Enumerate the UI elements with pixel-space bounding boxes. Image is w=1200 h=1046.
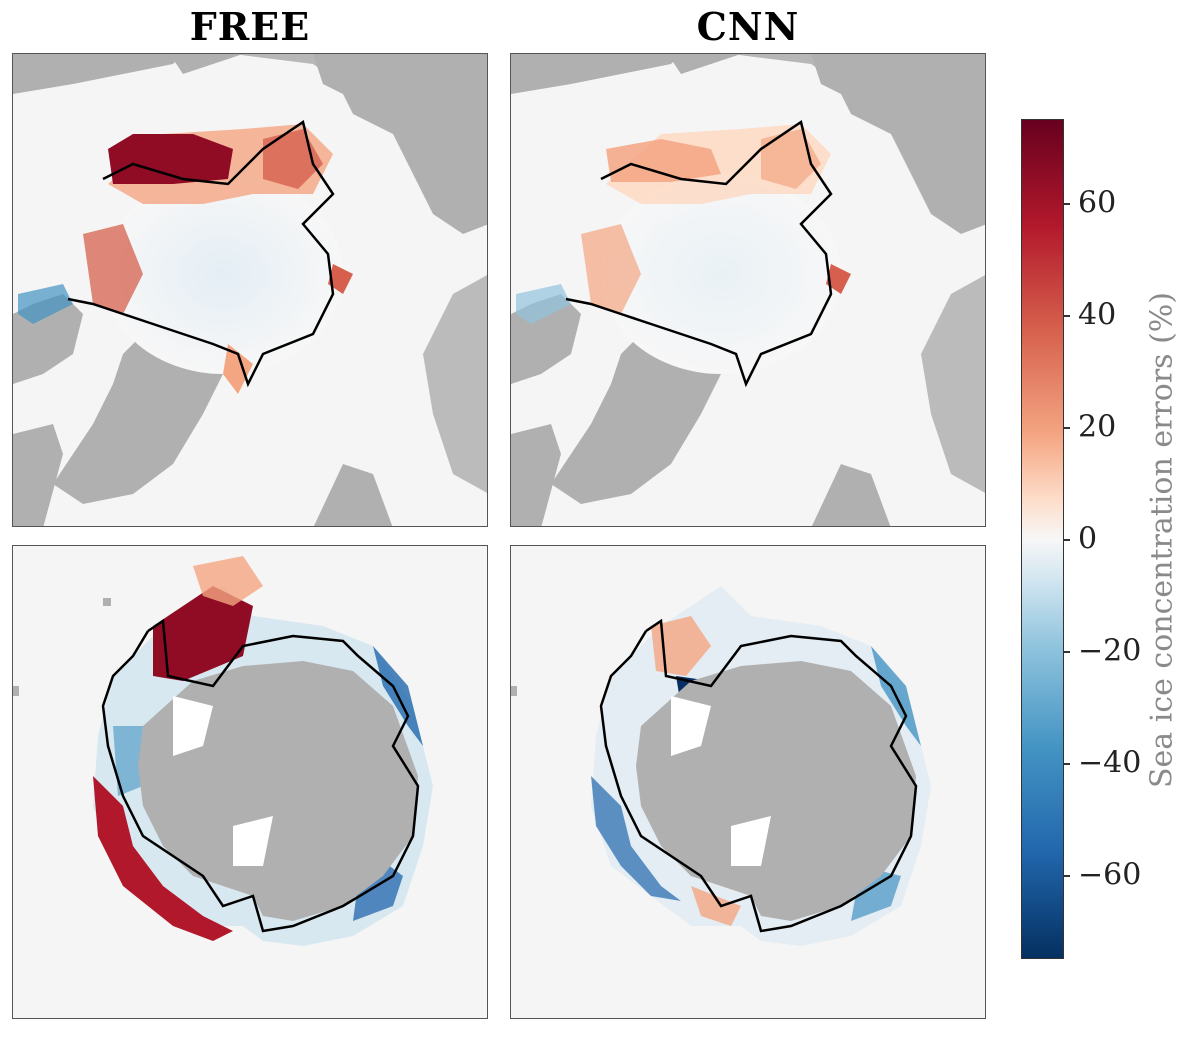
colorbar-gradient — [1022, 120, 1063, 958]
colorbar-tick-label: −60 — [1078, 857, 1142, 893]
colorbar-tick-mark — [1064, 651, 1070, 653]
title-free: FREE — [189, 4, 311, 49]
colorbar-tick-mark — [1064, 203, 1070, 205]
colorbar-tick-label: −40 — [1078, 745, 1142, 781]
colorbar — [1021, 119, 1064, 959]
panel-antarctic-free — [12, 545, 488, 1019]
colorbar-tick-label: −20 — [1078, 633, 1142, 669]
colorbar-tick-label: 0 — [1078, 521, 1098, 557]
colorbar-tick-mark — [1064, 315, 1070, 317]
title-cnn: CNN — [696, 4, 800, 49]
colorbar-tick-label: 60 — [1078, 185, 1117, 221]
colorbar-tick-mark — [1064, 427, 1070, 429]
colorbar-label: Sea ice concentration errors (%) — [1144, 291, 1180, 789]
panel-arctic-free — [12, 53, 488, 527]
colorbar-tick-label: 20 — [1078, 409, 1117, 445]
panel-antarctic-cnn — [510, 545, 986, 1019]
colorbar-tick-mark — [1064, 539, 1070, 541]
panel-arctic-cnn — [510, 53, 986, 527]
colorbar-tick-label: 40 — [1078, 297, 1117, 333]
colorbar-tick-mark — [1064, 875, 1070, 877]
colorbar-tick-mark — [1064, 763, 1070, 765]
